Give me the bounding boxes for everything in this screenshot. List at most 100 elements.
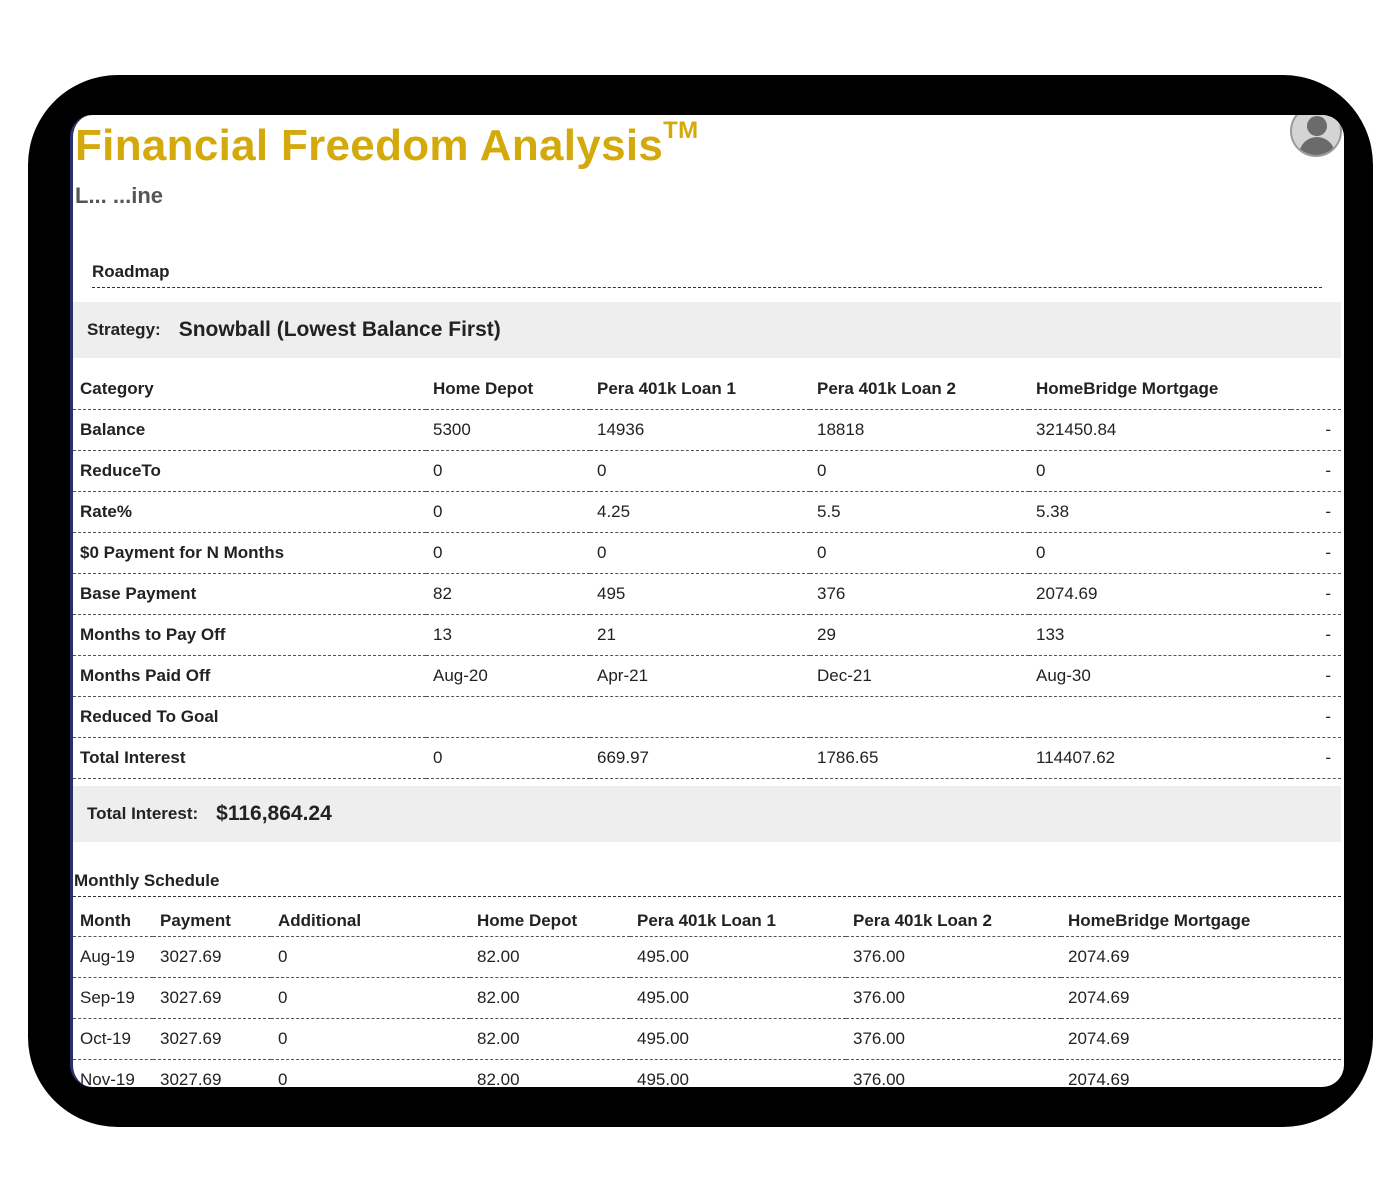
cell-pera-loan-2: 5.5 bbox=[810, 491, 1029, 533]
cell-pera-loan-1: 0 bbox=[590, 532, 810, 574]
cell-month: Oct-19 bbox=[73, 1018, 153, 1060]
row-category: $0 Payment for N Months bbox=[73, 532, 426, 574]
cell-homebridge: 321450.84 bbox=[1029, 409, 1291, 451]
cell-payment: 3027.69 bbox=[153, 1018, 271, 1060]
cell-homebridge: Aug-30 bbox=[1029, 655, 1291, 697]
cell-pera-loan-1: 495.00 bbox=[630, 936, 846, 978]
roadmap-header-row: Category Home Depot Pera 401k Loan 1 Per… bbox=[73, 369, 1341, 410]
cell-homebridge: 0 bbox=[1029, 450, 1291, 492]
cell-pera-loan-1: 21 bbox=[590, 614, 810, 656]
cell-pera-loan-1: 669.97 bbox=[590, 737, 810, 779]
strategy-banner: Strategy: Snowball (Lowest Balance First… bbox=[73, 302, 1341, 358]
cell-extra: - bbox=[1291, 409, 1341, 451]
monthly-schedule-label: Monthly Schedule bbox=[74, 871, 220, 890]
cell-homebridge: 2074.69 bbox=[1061, 936, 1341, 978]
total-interest-value: $116,864.24 bbox=[216, 802, 332, 825]
schedule-header-row: Month Payment Additional Home Depot Pera… bbox=[73, 906, 1341, 937]
cell-homebridge: 2074.69 bbox=[1029, 573, 1291, 615]
cell-additional: 0 bbox=[271, 977, 470, 1019]
cell-pera-loan-1: 0 bbox=[590, 450, 810, 492]
table-row: ReduceTo 0 0 0 0 - bbox=[73, 450, 1341, 492]
cell-home-depot: 82.00 bbox=[470, 1059, 630, 1087]
cell-pera-loan-2: 376.00 bbox=[846, 1059, 1061, 1087]
table-row: Aug-19 3027.69 0 82.00 495.00 376.00 207… bbox=[73, 936, 1341, 978]
cell-pera-loan-1: 495.00 bbox=[630, 1018, 846, 1060]
cell-pera-loan-2: 29 bbox=[810, 614, 1029, 656]
table-row: Reduced To Goal - bbox=[73, 696, 1341, 738]
avatar-body-shape bbox=[1299, 137, 1335, 155]
cell-additional: 0 bbox=[271, 1059, 470, 1087]
schedule-col-homebridge: HomeBridge Mortgage bbox=[1061, 906, 1341, 937]
avatar-head-shape bbox=[1307, 116, 1327, 136]
cell-pera-loan-1: 495.00 bbox=[630, 977, 846, 1019]
cell-pera-loan-2: 1786.65 bbox=[810, 737, 1029, 779]
row-category: Months Paid Off bbox=[73, 655, 426, 697]
trademark-mark: TM bbox=[663, 117, 699, 145]
cell-extra: - bbox=[1291, 491, 1341, 533]
table-row: Months to Pay Off 13 21 29 133 - bbox=[73, 614, 1341, 656]
cell-homebridge: 133 bbox=[1029, 614, 1291, 656]
cell-home-depot: 82.00 bbox=[470, 1018, 630, 1060]
cell-home-depot: 13 bbox=[426, 614, 590, 656]
cell-payment: 3027.69 bbox=[153, 1059, 271, 1087]
cell-home-depot: 0 bbox=[426, 450, 590, 492]
row-category: Balance bbox=[73, 409, 426, 451]
cell-extra: - bbox=[1291, 655, 1341, 697]
schedule-divider bbox=[73, 896, 1341, 897]
schedule-col-month: Month bbox=[73, 906, 153, 937]
cell-homebridge: 5.38 bbox=[1029, 491, 1291, 533]
table-row: Total Interest 0 669.97 1786.65 114407.6… bbox=[73, 737, 1341, 779]
cell-pera-loan-1 bbox=[590, 696, 810, 738]
cell-home-depot: Aug-20 bbox=[426, 655, 590, 697]
row-category: Reduced To Goal bbox=[73, 696, 426, 738]
table-row: Base Payment 82 495 376 2074.69 - bbox=[73, 573, 1341, 615]
cell-pera-loan-1: 14936 bbox=[590, 409, 810, 451]
cell-home-depot: 0 bbox=[426, 737, 590, 779]
roadmap-table: Category Home Depot Pera 401k Loan 1 Per… bbox=[73, 369, 1341, 779]
table-row: Nov-19 3027.69 0 82.00 495.00 376.00 207… bbox=[73, 1059, 1341, 1087]
app-screen: Financial Freedom AnalysisTM L... ...ine… bbox=[70, 115, 1344, 1087]
row-category: ReduceTo bbox=[73, 450, 426, 492]
schedule-col-pera-loan-2: Pera 401k Loan 2 bbox=[846, 906, 1061, 937]
roadmap-col-home-depot: Home Depot bbox=[426, 369, 590, 410]
cell-pera-loan-2: Dec-21 bbox=[810, 655, 1029, 697]
table-row: Rate% 0 4.25 5.5 5.38 - bbox=[73, 491, 1341, 533]
table-row: Months Paid Off Aug-20 Apr-21 Dec-21 Aug… bbox=[73, 655, 1341, 697]
strategy-value: Snowball (Lowest Balance First) bbox=[178, 318, 501, 341]
cell-extra: - bbox=[1291, 737, 1341, 779]
cell-extra: - bbox=[1291, 696, 1341, 738]
cell-pera-loan-2: 376.00 bbox=[846, 1018, 1061, 1060]
cell-homebridge: 114407.62 bbox=[1029, 737, 1291, 779]
user-avatar-icon[interactable] bbox=[1290, 115, 1342, 157]
cell-pera-loan-2: 0 bbox=[810, 450, 1029, 492]
cell-month: Sep-19 bbox=[73, 977, 153, 1019]
total-interest-label: Total Interest: bbox=[87, 804, 199, 823]
monthly-schedule-table: Month Payment Additional Home Depot Pera… bbox=[73, 906, 1341, 1087]
cell-additional: 0 bbox=[271, 936, 470, 978]
cell-pera-loan-2 bbox=[810, 696, 1029, 738]
page-title-text: Financial Freedom Analysis bbox=[75, 121, 664, 170]
row-category: Total Interest bbox=[73, 737, 426, 779]
cell-home-depot bbox=[426, 696, 590, 738]
cell-home-depot: 0 bbox=[426, 532, 590, 574]
cell-pera-loan-1: 495 bbox=[590, 573, 810, 615]
roadmap-divider bbox=[92, 287, 1322, 288]
cell-pera-loan-2: 376.00 bbox=[846, 936, 1061, 978]
cell-extra: - bbox=[1291, 614, 1341, 656]
cell-month: Nov-19 bbox=[73, 1059, 153, 1087]
cell-extra: - bbox=[1291, 532, 1341, 574]
cell-pera-loan-1: 4.25 bbox=[590, 491, 810, 533]
roadmap-col-category: Category bbox=[73, 369, 426, 410]
cell-pera-loan-1: 495.00 bbox=[630, 1059, 846, 1087]
strategy-label: Strategy: bbox=[87, 320, 161, 339]
cell-home-depot: 82 bbox=[426, 573, 590, 615]
cell-homebridge bbox=[1029, 696, 1291, 738]
cell-additional: 0 bbox=[271, 1018, 470, 1060]
roadmap-col-pera-loan-2: Pera 401k Loan 2 bbox=[810, 369, 1029, 410]
schedule-col-pera-loan-1: Pera 401k Loan 1 bbox=[630, 906, 846, 937]
page-title: Financial Freedom AnalysisTM bbox=[75, 117, 698, 171]
cell-payment: 3027.69 bbox=[153, 977, 271, 1019]
cell-extra: - bbox=[1291, 573, 1341, 615]
cell-extra: - bbox=[1291, 450, 1341, 492]
cell-pera-loan-1: Apr-21 bbox=[590, 655, 810, 697]
